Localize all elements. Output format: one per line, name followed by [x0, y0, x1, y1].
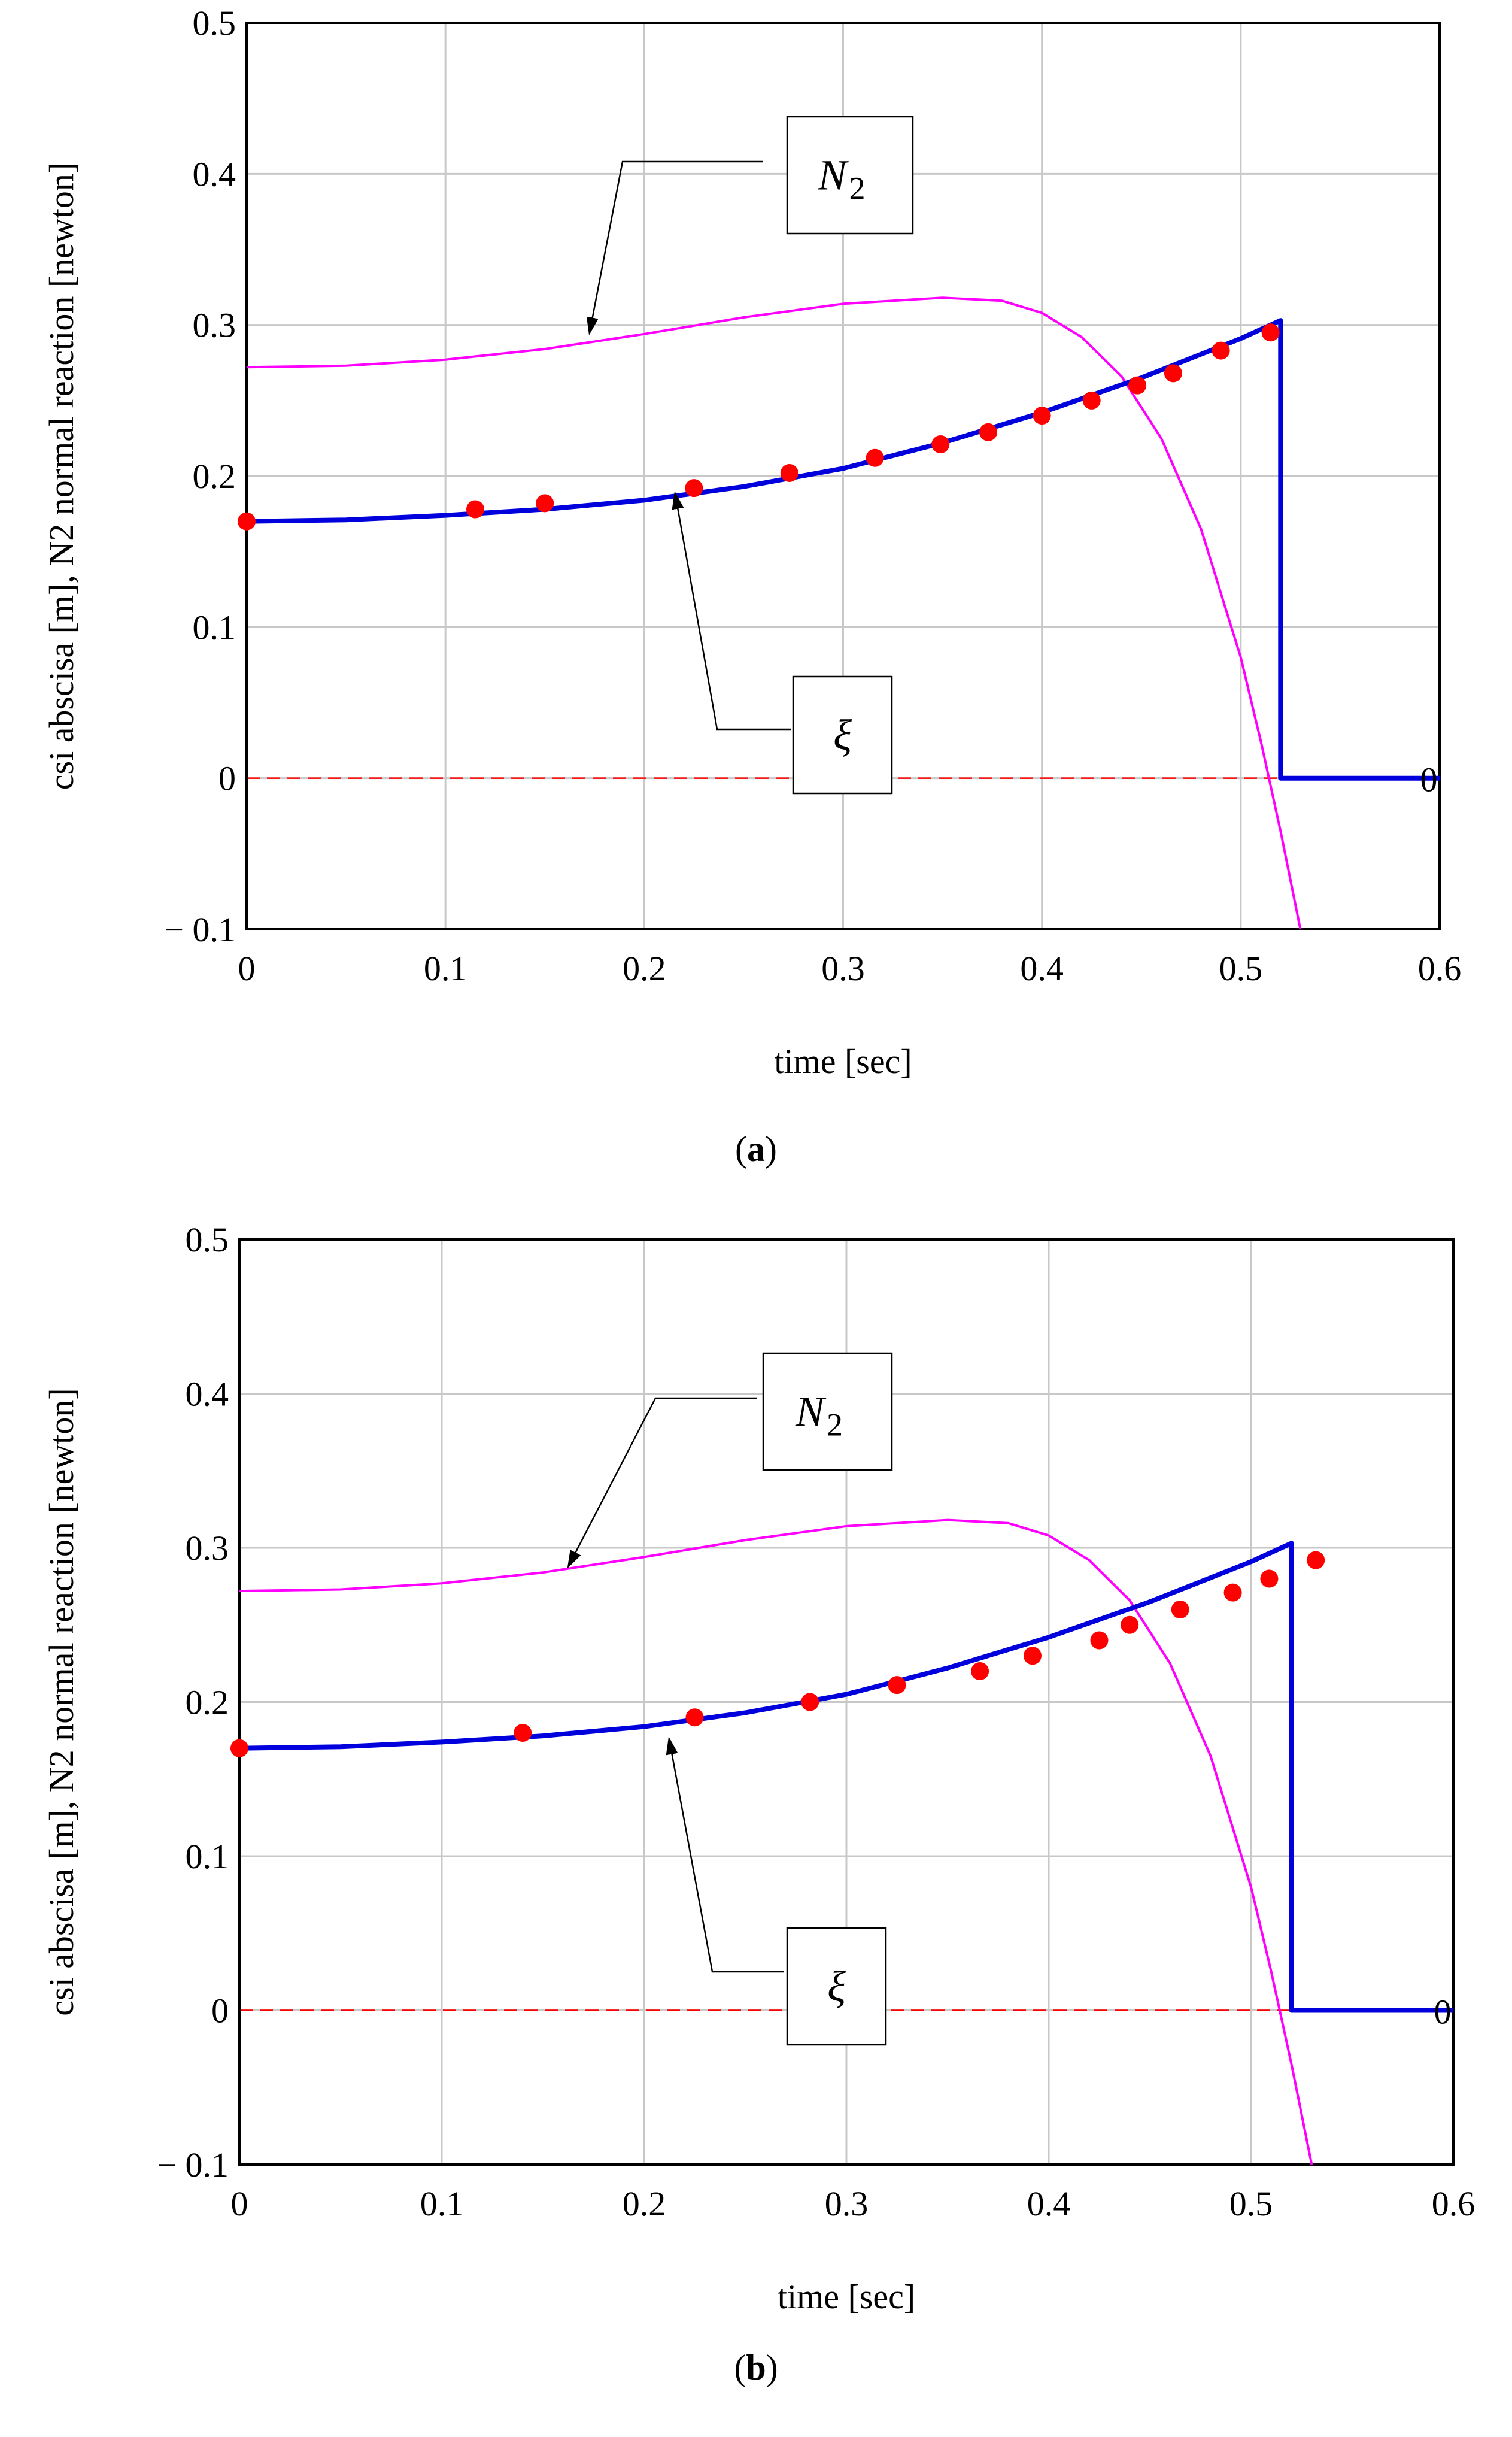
zero-line-label: 0 [1434, 1993, 1452, 2032]
y-tick-label: 0.2 [186, 1683, 229, 1722]
y-tick-label: 0.5 [193, 4, 236, 43]
y-tick-label: − 0.1 [157, 2145, 229, 2184]
annotation-box-xi [792, 675, 893, 795]
data-point [230, 1739, 248, 1757]
data-point [1261, 323, 1280, 342]
y-tick-label: 0 [211, 1992, 229, 2030]
y-axis-label: csi abscisa [m], N2 normal reaction [new… [42, 1388, 81, 2015]
x-axis-label: time [sec] [778, 2277, 915, 2316]
x-tick-label: 0.4 [1020, 949, 1064, 988]
annotation-subscript: 2 [849, 171, 866, 207]
x-tick-label: 0.3 [821, 949, 865, 988]
annotation-arrow-n2 [586, 160, 763, 335]
y-tick-label: 0.3 [193, 306, 236, 345]
data-point [1033, 407, 1051, 425]
data-point [1260, 1569, 1279, 1588]
y-axis-label: csi abscisa [m], N2 normal reaction [new… [42, 162, 81, 790]
annotation-subscript: 2 [827, 1407, 843, 1443]
data-point [1171, 1601, 1189, 1618]
x-tick-label: 0.1 [420, 2184, 464, 2223]
data-point [1307, 1551, 1325, 1569]
y-tick-label: 0.2 [193, 457, 236, 496]
data-point [238, 512, 256, 531]
annotation-box-n2 [786, 116, 914, 235]
annotation-label-xi: ξ [833, 711, 852, 759]
y-tick-label: 0.1 [186, 1837, 229, 1876]
caption-a: (a) [735, 1129, 777, 1169]
annotation-arrow-n2 [567, 1397, 757, 1569]
x-tick-label: 0.4 [1027, 2184, 1071, 2223]
plot-frame [245, 22, 1441, 930]
annotation-box-n2 [762, 1352, 893, 1471]
chart-panel-b: 0 0 0.1 0.2 0.3 0.4 0.5 0.6 0.5 0.4 0.3 0.2 0.1 0− 0.… [0, 1218, 1512, 2437]
chart-b-svg: 00 0.1 0.2 0.3 0.4 0.5 0.60.50.40.30.20.10− 0.… [42, 1220, 1475, 2316]
y-tick-label: 0.1 [193, 608, 236, 647]
x-tick-label: 0 [231, 2184, 248, 2223]
data-point [801, 1693, 819, 1711]
x-tick-label: 0 [238, 949, 256, 988]
x-tick-label: 0.3 [825, 2184, 869, 2223]
x-axis-label: time [sec] [774, 1042, 912, 1081]
annotation-box-xi [786, 1927, 887, 2046]
data-point [1023, 1647, 1042, 1665]
data-point [1121, 1615, 1139, 1634]
caption-b: (b) [734, 2348, 778, 2387]
data-point [685, 479, 703, 498]
x-tick-label: 0.2 [623, 949, 666, 988]
chart-a-svg: 00 0.1 0.2 0.3 0.4 0.5 0.60.50.40.30.20.10− 0.… [42, 4, 1462, 1081]
y-tick-label: − 0.1 [164, 910, 236, 949]
y-tick-label: 0 [218, 759, 236, 798]
series-N2-line [247, 296, 1302, 930]
data-point [1090, 1631, 1109, 1650]
y-tick-label: 0.4 [186, 1375, 229, 1414]
data-point [888, 1676, 906, 1695]
data-point [1164, 364, 1182, 383]
x-tick-label: 0.6 [1432, 2184, 1475, 2223]
data-point [685, 1708, 704, 1727]
chart-panel-a: 0 0 0.1 0.2 0.3 0.4 0.5 0.6 0.5 0.4 0.3 0.2 0.1 0− 0.… [0, 0, 1512, 1218]
data-point [514, 1724, 532, 1742]
data-point [1212, 341, 1230, 360]
series-N2-line [239, 1518, 1313, 2165]
data-point [1082, 391, 1101, 410]
data-point [866, 448, 884, 467]
plot-frame [238, 1238, 1455, 2166]
x-tick-label: 0.5 [1219, 949, 1263, 988]
data-point [1128, 376, 1147, 395]
annotation-label-xi: ξ [827, 1963, 846, 2011]
data-point [979, 423, 997, 441]
data-point [780, 463, 798, 482]
x-tick-label: 0.2 [623, 2184, 666, 2223]
data-point [931, 435, 950, 454]
x-tick-label: 0.5 [1229, 2184, 1273, 2223]
data-point [1223, 1583, 1242, 1602]
data-point [536, 494, 554, 513]
data-point [971, 1662, 989, 1680]
y-tick-label: 0.4 [193, 154, 236, 193]
zero-line-label: 0 [1420, 760, 1438, 799]
data-point [466, 500, 484, 519]
annotation-arrow-xi [666, 1736, 784, 1973]
x-tick-label: 0.6 [1418, 949, 1462, 988]
x-tick-label: 0.1 [424, 949, 467, 988]
y-tick-label: 0.3 [186, 1529, 229, 1568]
y-tick-label: 0.5 [186, 1220, 229, 1259]
annotation-arrow-xi [672, 491, 791, 731]
series-xi-line [247, 318, 1440, 781]
